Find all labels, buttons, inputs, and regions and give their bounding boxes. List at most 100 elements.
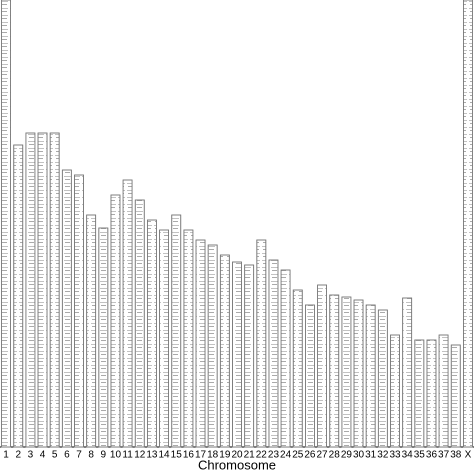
chromosome-bar [256,239,267,448]
chromosome-outline [244,264,255,448]
chromosome-outline [49,132,60,448]
chromosome-outline [426,339,437,448]
chromosome-outline [341,296,352,448]
x-tick-label: 1 [3,450,9,461]
chromosome-outline [159,229,169,448]
chromosome-bar [122,179,133,448]
chromosome-bar [268,259,279,448]
x-tick-label: 14 [159,450,171,461]
chromosome-bar [341,296,352,448]
chromosome-outline [402,297,413,448]
x-tick-label: 28 [329,450,341,461]
chromosome-outline [1,0,11,448]
chromosome-outline [438,334,449,448]
x-tick-label: 26 [304,450,316,461]
x-tick-label: 32 [377,450,389,461]
x-tick-label: 8 [88,450,94,461]
x-tick-label: 19 [219,450,231,461]
chromosome-outline [134,199,145,448]
chromosome-bar [450,344,461,448]
x-tick-label: 20 [231,450,243,461]
chromosome-bar [244,264,255,448]
chromosome-bar [292,289,303,448]
chromosome-outline [280,269,291,448]
chromosome-bar [195,239,206,448]
chromosome-outline [232,261,242,448]
x-tick-label: X [465,450,472,461]
x-tick-label: 22 [256,450,268,461]
x-tick-label: 13 [146,450,158,461]
x-tick-label: 2 [15,450,21,461]
x-tick-label: 12 [134,450,146,461]
x-tick-label: 16 [183,450,195,461]
chromosome-outline [268,259,279,448]
chromosome-bar [329,294,340,448]
x-tick-label: 7 [76,450,82,461]
chromosome-bar [414,339,425,448]
chromosome-bar [280,269,291,448]
chromosome-outline [219,254,230,448]
x-tick-label: 6 [64,450,70,461]
chromosome-bar [353,299,364,448]
x-tick-label: 21 [244,450,256,461]
chromosome-outline [305,304,315,448]
x-tick-label: 33 [389,450,401,461]
chromosome-bar [183,229,194,448]
chromosome-outline [256,239,267,448]
x-tick-label: 37 [438,450,450,461]
chromosome-outline [86,214,97,448]
chromosome-bar [37,132,48,448]
x-tick-label: 23 [268,450,280,461]
x-tick-label: 24 [280,450,292,461]
chromosome-bar [110,194,121,448]
x-tick-label: 38 [450,450,462,461]
chromosome-outline [13,144,24,448]
x-tick-label: 31 [365,450,377,461]
x-tick-label: 34 [402,450,414,461]
x-tick-label: 4 [40,450,46,461]
x-tick-label: 5 [52,450,58,461]
x-tick-label: 36 [426,450,438,461]
chromosome-bar [98,227,109,448]
chromosome-bar [232,261,242,448]
chromosome-bar [207,244,218,448]
chromosome-outline [171,214,182,448]
chromosome-outline [25,132,36,448]
chromosome-bar [147,219,157,448]
x-tick-label: 30 [353,450,365,461]
x-tick-label: 17 [195,450,207,461]
x-tick-label: 9 [101,450,107,461]
chromosome-outline [450,344,461,448]
chromosome-bar [86,214,97,448]
chromosome-bar [134,199,145,448]
chromosome-outline [74,174,84,448]
chromosome-bar [463,0,473,448]
x-tick-label: 3 [28,450,34,461]
chromosome-outline [147,219,157,448]
x-tick-label: 15 [171,450,183,461]
x-tick-label: 27 [317,450,329,461]
chromosome-bar [402,297,413,448]
chromosome-outline [207,244,218,448]
chromosome-outline [365,304,376,448]
chromosome-outline [61,169,72,448]
chromosome-bar [426,339,437,448]
x-tick-label: 29 [341,450,353,461]
chromosome-outline [317,284,327,448]
chromosome-outline [463,0,473,448]
chromosome-bar [438,334,449,448]
chromosome-bar [219,254,230,448]
chromosome-outline [414,339,425,448]
chromosome-bar [390,334,400,448]
chromosome-bar [61,169,72,448]
x-axis-title: Chromosome [198,457,276,472]
chromosome-bar [377,309,388,448]
chromosome-outline [292,289,303,448]
chromosome-outline [390,334,400,448]
chromosome-outline [122,179,133,448]
x-tick-label: 25 [292,450,304,461]
x-tick-label: 35 [414,450,426,461]
chromosome-outline [37,132,48,448]
chromosome-bar [74,174,84,448]
